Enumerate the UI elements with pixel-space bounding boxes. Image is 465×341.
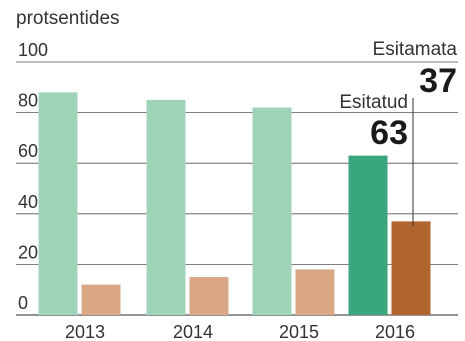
y-tick-label-80: 80 [18,91,38,111]
y-tick-label-20: 20 [18,242,38,262]
bar-esitamata-2016 [391,221,431,315]
bar-esitatud-2013 [38,92,78,315]
annotation-label-esitatud: Esitatud [339,92,408,113]
y-tick-label-40: 40 [18,192,38,212]
unit-label: protsentides [16,8,120,29]
annotation-value-esitatud: 63 [370,114,408,152]
bar-esitamata-2015 [295,269,335,315]
bar-esitatud-2016 [348,155,388,315]
x-tick-label-2015: 2015 [279,322,319,341]
bar-esitamata-2014 [189,277,229,315]
annotation-value-esitamata: 37 [419,62,457,100]
x-tick-label-2016: 2016 [375,322,415,341]
bar-esitatud-2014 [146,99,186,315]
annotation-label-esitamata: Esitamata [373,39,458,60]
x-tick-label-2013: 2013 [65,322,105,341]
bar-esitatud-2015 [252,107,292,315]
y-tick-label-0: 0 [18,293,28,313]
x-tick-label-2014: 2014 [173,322,213,341]
y-tick-label-60: 60 [18,141,38,161]
y-tick-label-100: 100 [18,40,48,60]
bar-esitamata-2013 [81,284,121,315]
